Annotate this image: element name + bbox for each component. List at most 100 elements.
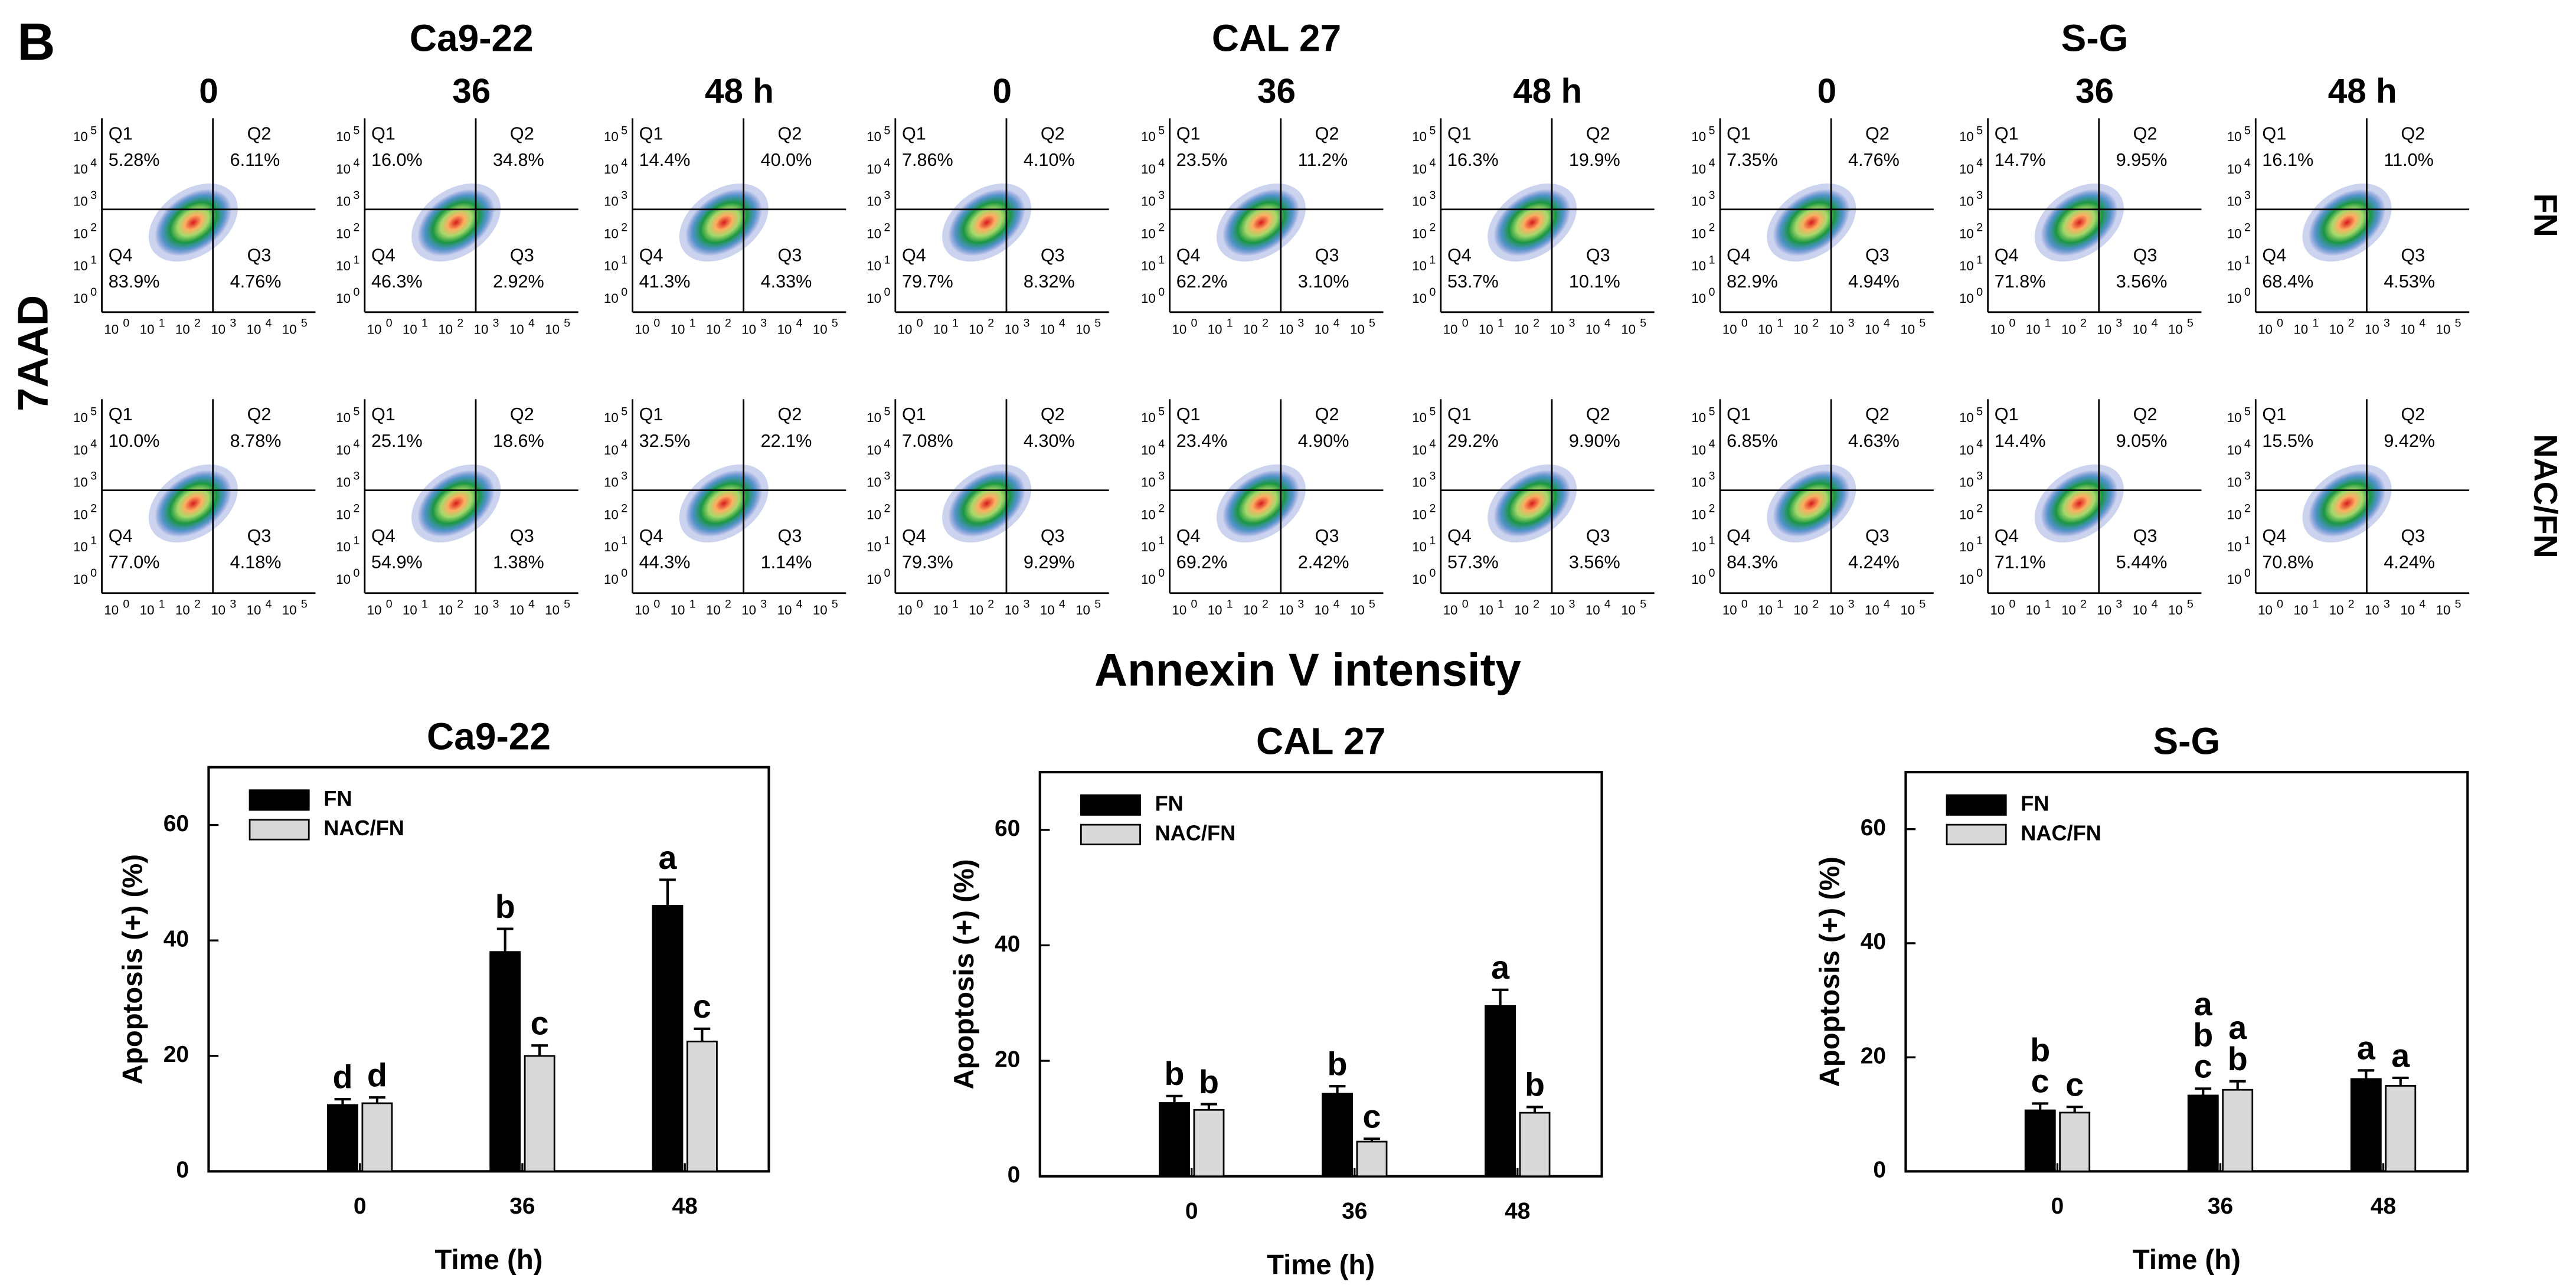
x-tick-base: 10 [2436, 603, 2451, 617]
y-tick-exponent: 2 [1709, 221, 1715, 234]
quadrant-value: 1.38% [493, 553, 544, 573]
significance-letter: b [2193, 1017, 2213, 1054]
x-tick-base: 10 [175, 603, 190, 617]
quadrant-name: Q4 [1727, 245, 1751, 265]
y-tick-base: 10 [1959, 540, 1974, 554]
y-tick-base: 10 [73, 540, 88, 554]
legend-swatch [249, 789, 310, 811]
x-tick-exponent: 0 [386, 597, 393, 610]
x-tick-base: 10 [2293, 603, 2308, 617]
y-tick-exponent: 2 [1709, 502, 1715, 515]
y-tick-exponent: 5 [884, 405, 890, 418]
x-tick-base: 10 [671, 322, 685, 336]
x-tick-base: 10 [706, 603, 721, 617]
quadrant-value: 7.35% [1727, 150, 1778, 170]
y-tick-label: 20 [995, 1047, 1020, 1072]
x-tick-base: 10 [438, 322, 453, 336]
y-tick-exponent: 3 [90, 189, 97, 202]
plot-frame [1038, 770, 1603, 1178]
bar [1159, 1102, 1190, 1178]
y-tick-exponent: 2 [2244, 502, 2251, 515]
x-tick-exponent: 1 [1777, 597, 1783, 610]
x-tick-base: 10 [1279, 322, 1293, 336]
significance-letter: a [658, 839, 677, 876]
y-tick-label: 40 [1861, 929, 1886, 954]
quadrant-value: 4.76% [1848, 150, 1900, 170]
y-tick-exponent: 0 [1430, 286, 1436, 299]
x-tick-exponent: 3 [1297, 316, 1304, 329]
quadrant-name: Q1 [109, 404, 133, 424]
quadrant-name: Q2 [1586, 123, 1610, 143]
x-tick-exponent: 0 [1462, 597, 1469, 610]
bar [361, 1102, 393, 1172]
y-tick-base: 10 [1412, 162, 1427, 176]
x-tick-exponent: 0 [1191, 597, 1197, 610]
y-tick-exponent: 3 [2244, 189, 2251, 202]
x-tick-exponent: 2 [1262, 316, 1269, 329]
quadrant-name: Q3 [1865, 526, 1889, 546]
y-tick-exponent: 3 [1158, 470, 1165, 483]
y-tick-exponent: 2 [1430, 502, 1436, 515]
y-tick-exponent: 0 [90, 286, 97, 299]
y-tick-exponent: 3 [2244, 470, 2251, 483]
quadrant-name: Q1 [1447, 404, 1472, 424]
x-tick-base: 10 [1443, 322, 1458, 336]
y-tick-base: 10 [1412, 507, 1427, 522]
quadrant-name: Q3 [778, 526, 802, 546]
x-tick-base: 10 [403, 603, 417, 617]
x-axis-label: Annexin V intensity [1094, 644, 1521, 696]
y-tick-base: 10 [1141, 507, 1156, 522]
x-tick-exponent: 4 [2419, 316, 2425, 329]
y-tick-exponent: 4 [1976, 156, 1983, 169]
y-tick-base: 10 [336, 194, 351, 209]
quadrant-name: Q2 [1041, 123, 1065, 143]
quadrant-value: 2.92% [493, 272, 544, 292]
y-tick-base: 10 [336, 475, 351, 490]
x-tick-exponent: 1 [1777, 316, 1783, 329]
x-tick-label: 36 [509, 1194, 535, 1219]
y-tick-base: 10 [73, 443, 88, 457]
x-tick-exponent: 0 [2009, 597, 2015, 610]
x-tick-exponent: 1 [159, 597, 165, 610]
x-tick-exponent: 0 [123, 597, 129, 610]
x-tick-exponent: 3 [1569, 316, 1575, 329]
quadrant-name: Q1 [1995, 404, 2019, 424]
legend-swatch [249, 819, 310, 841]
legend-label: FN [2021, 791, 2049, 815]
legend-swatch [1946, 823, 2007, 845]
y-tick-base: 10 [867, 410, 881, 425]
y-tick-exponent: 5 [884, 124, 890, 137]
y-tick-base: 10 [867, 572, 881, 587]
x-tick-base: 10 [1990, 322, 2005, 336]
y-tick-exponent: 2 [1430, 221, 1436, 234]
x-tick-base: 10 [706, 322, 721, 336]
bar [2385, 1085, 2417, 1172]
x-tick-exponent: 3 [1297, 597, 1304, 610]
y-tick-exponent: 3 [354, 470, 360, 483]
x-tick-base: 10 [2026, 322, 2041, 336]
x-tick-exponent: 5 [2187, 597, 2193, 610]
significance-letter: b [1165, 1055, 1185, 1092]
x-tick-base: 10 [2133, 603, 2147, 617]
bar [524, 1055, 555, 1172]
y-tick-base: 10 [604, 291, 619, 306]
quadrant-name: Q4 [1447, 245, 1472, 265]
x-tick-exponent: 1 [2045, 316, 2051, 329]
x-tick-base: 10 [1865, 603, 1879, 617]
quadrant-name: Q1 [1727, 404, 1751, 424]
y-tick-exponent: 2 [884, 221, 890, 234]
quadrant-name: Q1 [639, 123, 663, 143]
x-tick-exponent: 5 [1640, 597, 1646, 610]
x-tick-base: 10 [2365, 322, 2379, 336]
x-tick-base: 10 [1479, 603, 1493, 617]
y-tick-exponent: 0 [884, 567, 890, 580]
y-tick-base: 10 [1412, 226, 1427, 241]
x-tick-base: 10 [2293, 322, 2308, 336]
x-tick-label: 0 [1185, 1198, 1198, 1224]
x-tick-exponent: 0 [1741, 316, 1748, 329]
x-tick-exponent: 5 [564, 597, 570, 610]
row-label: FN [2528, 193, 2564, 237]
x-tick-base: 10 [1040, 603, 1055, 617]
quadrant-value: 53.7% [1447, 272, 1499, 292]
x-tick-base: 10 [2400, 603, 2415, 617]
